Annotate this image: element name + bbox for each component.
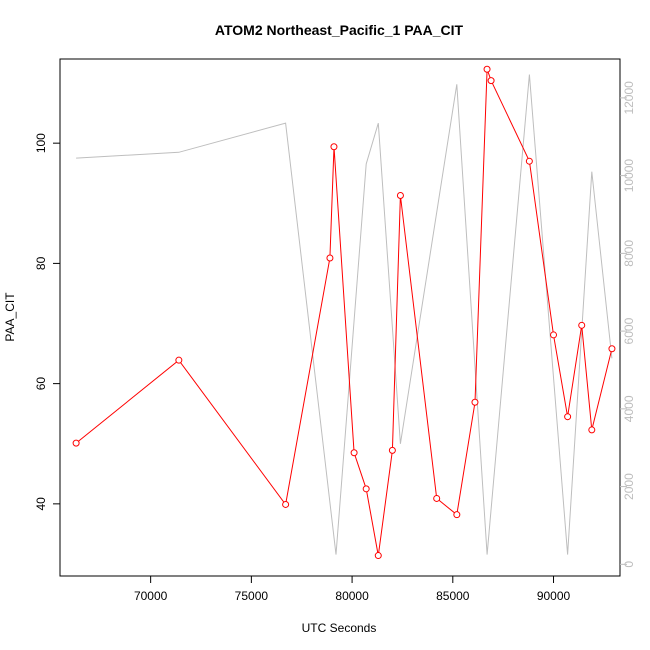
plot-frame [59,58,621,577]
chart-title: ATOM2 Northeast_Pacific_1 PAA_CIT [215,22,464,38]
data-point [578,321,586,329]
y2-tick-label: 10000 [622,159,636,193]
x-axis: 70000 75000 80000 85000 90000 [134,576,571,603]
y2-tick-label: 6000 [622,317,636,344]
y-axis-label: PAA_CIT [3,292,17,342]
y-tick-label: 80 [34,256,48,270]
data-point [471,398,479,406]
data-point [326,254,334,262]
secondary-y-axis: 0 2000 4000 6000 8000 10000 12000 [620,81,636,568]
data-point [487,77,495,85]
data-point [525,157,533,165]
y2-tick-label: 2000 [622,473,636,500]
data-point [350,449,358,457]
x-tick-label: 90000 [537,589,571,603]
data-point [588,426,596,434]
y-tick-label: 100 [34,133,48,153]
x-tick-label: 85000 [436,589,470,603]
x-tick-label: 75000 [235,589,269,603]
data-point [564,413,572,421]
y-tick-label: 40 [34,497,48,511]
data-point [550,331,558,339]
data-point [175,356,183,364]
x-axis-label: UTC Seconds [302,621,377,635]
data-point [374,552,382,560]
data-point [362,485,370,493]
y2-tick-label: 8000 [622,240,636,267]
data-point [396,191,404,199]
data-point [453,511,461,519]
data-point [282,500,290,508]
data-point [388,446,396,454]
primary-series-line [75,69,613,556]
y2-tick-label: 0 [622,561,636,568]
data-point [330,143,338,151]
y-tick-label: 60 [34,377,48,391]
x-tick-label: 70000 [134,589,168,603]
data-point [483,65,491,73]
data-point [433,494,441,502]
y2-tick-label: 4000 [622,395,636,422]
secondary-series-line [76,74,613,555]
data-point [72,439,80,447]
y-axis: 40 60 80 100 [34,133,60,511]
x-tick-label: 80000 [335,589,369,603]
data-point [608,345,616,353]
y2-tick-label: 12000 [622,81,636,115]
series-layer [72,65,616,560]
